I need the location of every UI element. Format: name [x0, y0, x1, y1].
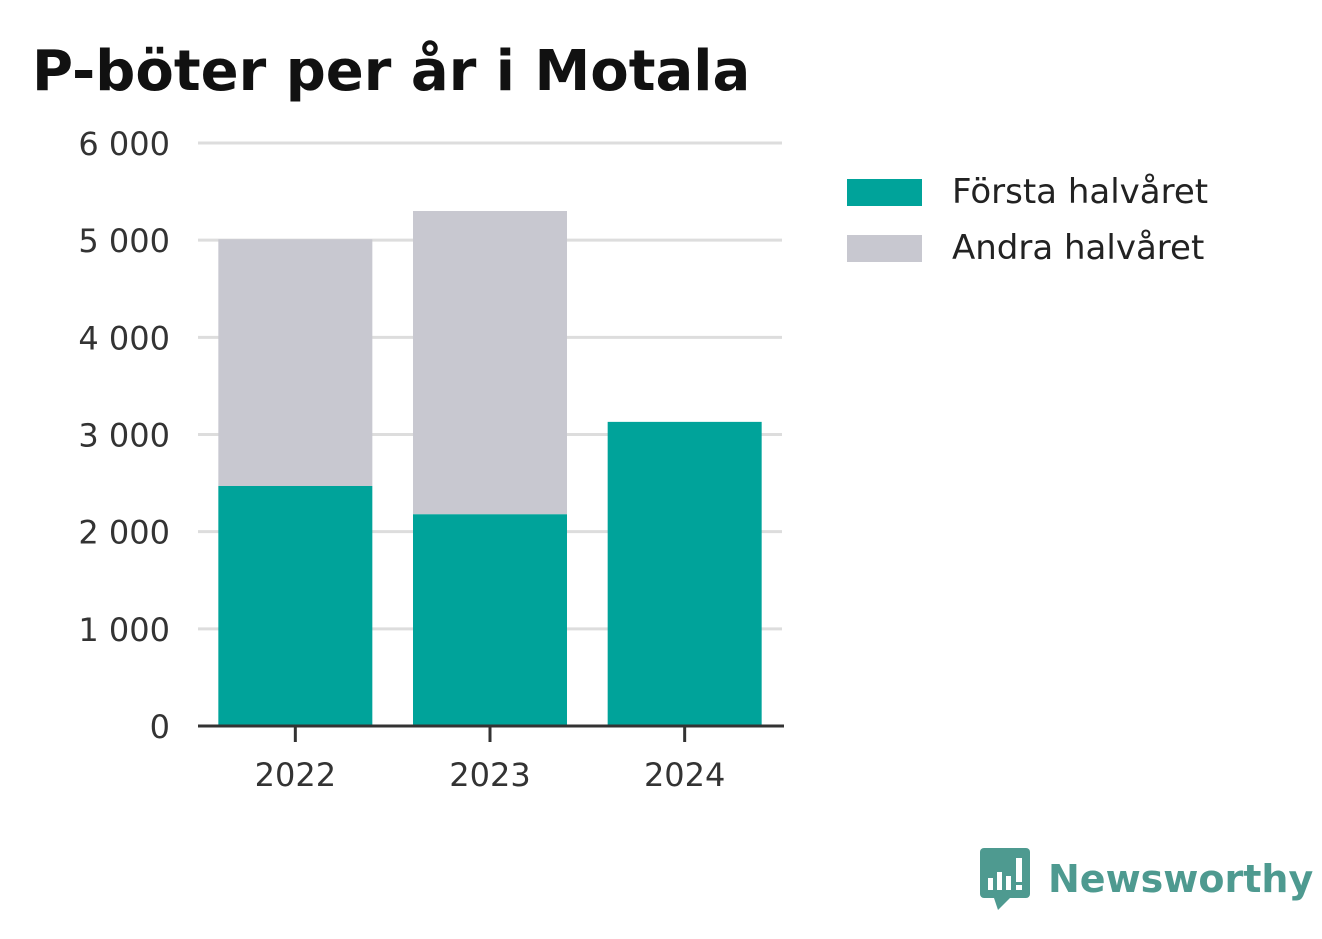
x-tick-label: 2022	[255, 756, 336, 794]
legend-swatch-andra-halvaret	[847, 234, 922, 262]
legend-item-andra-halvaret: Andra halvåret	[847, 220, 1208, 276]
bar-2023-forsta-halvaret	[413, 514, 567, 726]
bar-2022-forsta-halvaret	[218, 485, 373, 726]
newsworthy-logo-icon	[980, 848, 1030, 910]
x-axis-ticks: 2022 2023 2024	[255, 726, 725, 794]
legend-item-forsta-halvaret: Första halvåret	[847, 164, 1208, 220]
brand-name: Newsworthy	[1048, 857, 1314, 901]
y-tick-label: 3 000	[78, 417, 170, 455]
bar-2022-andra-halvaret	[218, 239, 373, 486]
y-tick-label: 1 000	[78, 611, 170, 649]
legend-label-andra-halvaret: Andra halvåret	[952, 228, 1205, 268]
chart-title: P-böter per år i Motala	[32, 39, 751, 104]
bar-2023-andra-halvaret	[413, 211, 567, 515]
x-tick-label: 2024	[644, 756, 725, 794]
x-tick-label: 2023	[449, 756, 530, 794]
legend-swatch-forsta-halvaret	[847, 178, 922, 206]
bars	[218, 211, 762, 726]
y-tick-label: 2 000	[78, 514, 170, 552]
legend-label-forsta-halvaret: Första halvåret	[952, 172, 1209, 212]
y-tick-label: 5 000	[78, 222, 170, 260]
y-tick-label: 6 000	[78, 125, 170, 163]
y-tick-label: 4 000	[78, 319, 170, 357]
y-tick-label: 0	[150, 708, 170, 746]
brand-logo: Newsworthy	[980, 848, 1313, 910]
y-axis-ticks: 0 1 000 2 000 3 000 4 000 5 000 6 000	[78, 125, 170, 746]
legend: Första halvåret Andra halvåret	[847, 164, 1208, 276]
bar-2024-forsta-halvaret	[607, 421, 762, 726]
